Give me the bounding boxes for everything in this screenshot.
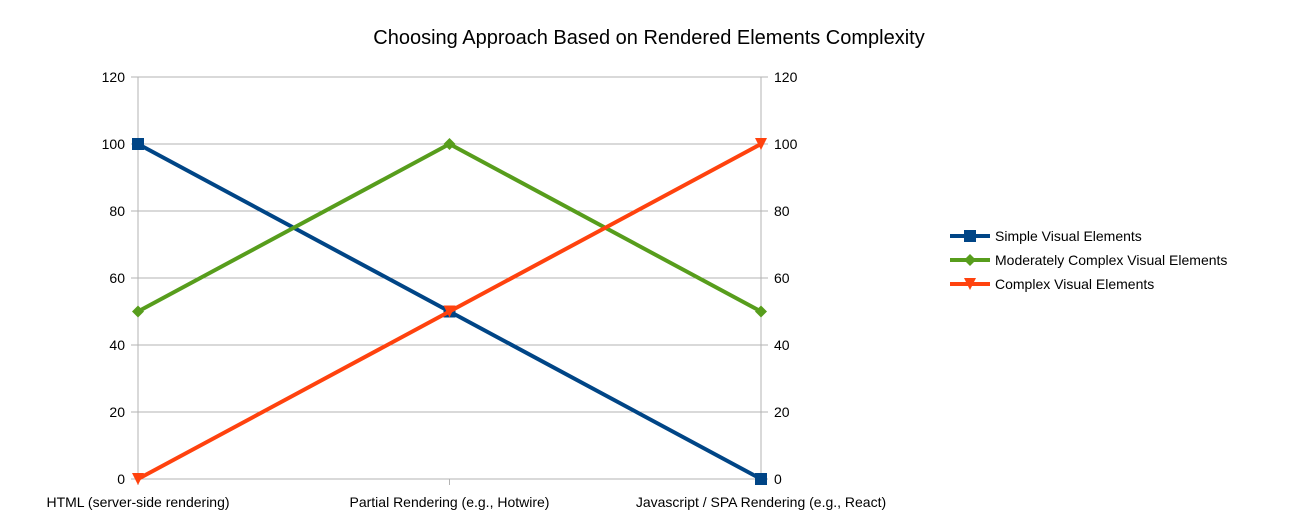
- x-category-label: Javascript / SPA Rendering (e.g., React): [636, 494, 886, 510]
- y-tick-label: 60: [109, 270, 125, 286]
- y-tick-label-right: 0: [774, 471, 782, 487]
- data-point: [755, 473, 767, 485]
- chart-title: Choosing Approach Based on Rendered Elem…: [373, 27, 924, 49]
- y-tick-label: 40: [109, 337, 125, 353]
- y-tick-label: 120: [102, 69, 126, 85]
- y-tick-label-right: 40: [774, 337, 790, 353]
- data-point: [132, 473, 144, 485]
- y-tick-label-right: 60: [774, 270, 790, 286]
- data-point: [443, 305, 456, 318]
- data-point: [443, 138, 456, 150]
- y-axis-right-ticks: 0 20 40 60 80 100 120: [774, 69, 798, 487]
- data-point: [755, 138, 767, 150]
- data-point: [132, 305, 144, 318]
- legend-label: Simple Visual Elements: [995, 228, 1142, 244]
- y-tick-label: 20: [109, 404, 125, 420]
- data-point: [755, 305, 767, 318]
- x-category-label: HTML (server-side rendering): [46, 494, 229, 510]
- series-lines: [132, 138, 767, 485]
- x-axis-categories: HTML (server-side rendering) Partial Rend…: [46, 494, 886, 510]
- y-tick-label: 0: [117, 471, 125, 487]
- series-line: [137, 142, 762, 314]
- y-axis-left-ticks: 0 20 40 60 80 100 120: [102, 69, 126, 487]
- y-tick-label-right: 120: [774, 69, 798, 85]
- legend-label: Moderately Complex Visual Elements: [995, 252, 1227, 268]
- y-tick-label: 100: [102, 136, 126, 152]
- legend-marker: [964, 254, 976, 266]
- legend-marker: [964, 230, 976, 242]
- legend-label: Complex Visual Elements: [995, 276, 1154, 292]
- data-point: [132, 138, 144, 150]
- y-tick-label-right: 80: [774, 203, 790, 219]
- y-tick-label-right: 100: [774, 136, 798, 152]
- grid-lines: [138, 76, 761, 480]
- y-tick-label: 80: [109, 203, 125, 219]
- legend: Simple Visual Elements Moderately Complex…: [950, 228, 1227, 292]
- legend-marker: [964, 278, 976, 290]
- y-tick-label-right: 20: [774, 404, 790, 420]
- x-category-label: Partial Rendering (e.g., Hotwire): [350, 494, 550, 510]
